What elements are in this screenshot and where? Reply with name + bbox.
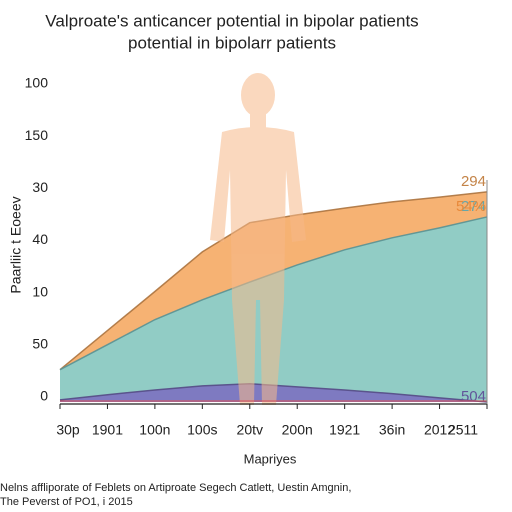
y-tick-label: 50 [32,336,48,352]
y-tick-label: 30 [32,179,48,195]
x-tick-label: 200n [282,422,313,438]
x-axis-label: Mapriyes [244,451,297,466]
y-tick-label: 100 [25,75,49,91]
x-tick-label: 36in [379,422,405,438]
series-label: 274 [461,198,486,215]
chart-title: Valproate's anticancer potential in bipo… [45,11,418,30]
y-tick-label: 150 [25,127,49,143]
x-tick-label: 100n [139,422,170,438]
x-tick-label: 1901 [92,422,123,438]
y-tick-label: 40 [32,231,48,247]
series-label: 294 [461,173,486,190]
x-tick-label: 20tv [237,422,263,438]
x-tick-label: 2511 [448,422,478,438]
y-axis-label: Paarliic t Eoeev [8,196,24,293]
human-silhouette [210,73,306,405]
x-tick-label: 100s [187,422,217,438]
footnote: Nelns affliporate of Feblets on Artiproa… [0,482,351,494]
annotation: 54% [456,198,486,215]
series-label: 504 [461,388,486,405]
x-tick-label: 1921 [329,422,360,438]
y-tick-label: 0 [40,388,48,404]
x-tick-label: 2012 [424,422,455,438]
x-tick-label: 30p [56,422,80,438]
chart-subtitle: potential in bipolarr patients [128,33,336,52]
y-tick-label: 10 [32,283,48,299]
footnote: The Peverst of PO1, i 2015 [0,496,133,508]
